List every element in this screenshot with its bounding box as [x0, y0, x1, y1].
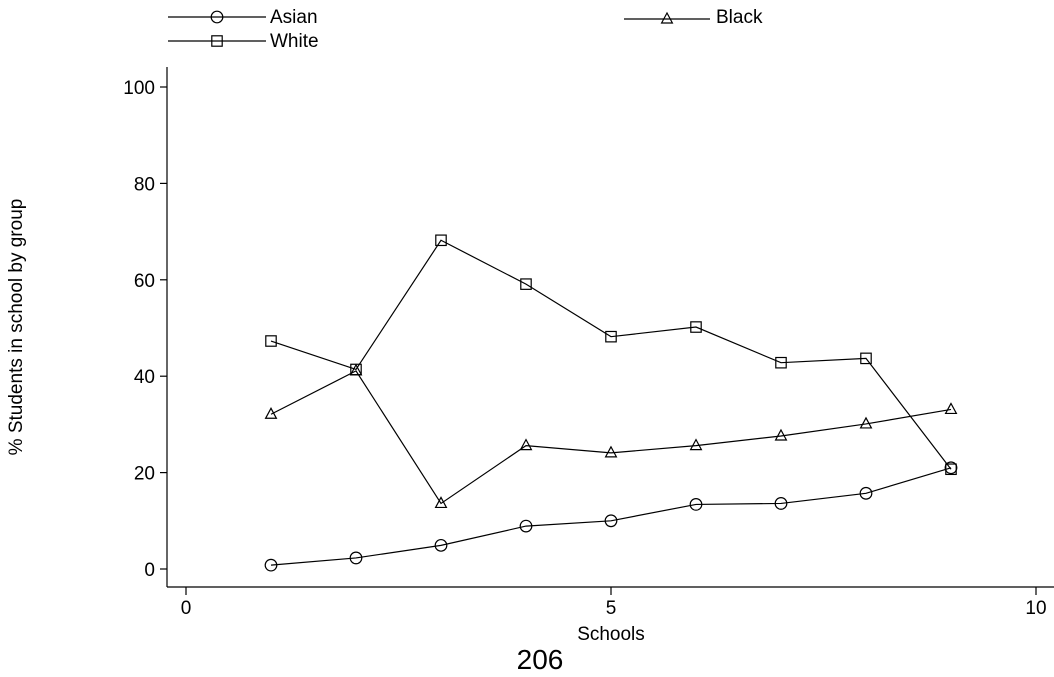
black-line [270, 370, 952, 505]
legend-marker [210, 10, 224, 24]
y-tick-label: 80 [134, 174, 155, 195]
white-point [860, 352, 872, 365]
asian-line [270, 467, 952, 566]
black-point [944, 402, 958, 415]
legend-marker [660, 11, 674, 24]
series-white [265, 234, 957, 476]
legend-item-black: Black [624, 7, 763, 28]
y-tick-label: 100 [123, 78, 155, 99]
x-tick-label: 0 [181, 598, 192, 619]
black-point [859, 416, 873, 429]
series-black [264, 363, 958, 509]
asian-point [604, 514, 618, 528]
legend-label: White [270, 31, 319, 52]
black-point [434, 496, 448, 509]
white-point [690, 321, 702, 333]
page-number: 206 [517, 644, 564, 675]
black-point [774, 428, 788, 441]
white-point [435, 234, 447, 247]
asian-point [264, 558, 278, 572]
asian-point [519, 519, 533, 533]
white-point [350, 363, 362, 376]
asian-point [434, 538, 448, 552]
white-line [270, 239, 952, 470]
legend-marker [211, 35, 223, 47]
asian-point [859, 486, 873, 500]
y-tick-label: 40 [134, 367, 155, 388]
white-point [945, 463, 957, 476]
asian-point [774, 497, 788, 510]
black-point [264, 407, 278, 419]
white-point [520, 278, 532, 290]
x-tick-label: 10 [1025, 598, 1046, 619]
legend-label: Asian [270, 7, 318, 28]
axes: 0 20 40 60 80 100 0 5 10 [123, 67, 1054, 619]
series-asian [264, 461, 958, 572]
black-point [604, 445, 618, 458]
x-axis-title: Schools [577, 624, 645, 645]
black-point [519, 438, 533, 451]
white-point [265, 335, 277, 347]
y-axis-title: % Students in school by group [6, 199, 27, 456]
asian-point [689, 498, 703, 511]
asian-point [349, 551, 363, 565]
y-tick-label: 20 [134, 464, 155, 485]
y-tick-label: 60 [134, 271, 155, 292]
white-point [775, 356, 787, 369]
y-tick-label: 0 [144, 560, 155, 581]
legend-item-white: White [168, 31, 319, 52]
legend-item-asian: Asian [168, 7, 318, 28]
legend-label: Black [716, 7, 763, 28]
series-layer [264, 234, 958, 572]
white-point [605, 330, 617, 343]
x-tick-label: 5 [606, 598, 617, 619]
black-point [689, 438, 703, 451]
legend: Asian Black White [168, 7, 763, 52]
